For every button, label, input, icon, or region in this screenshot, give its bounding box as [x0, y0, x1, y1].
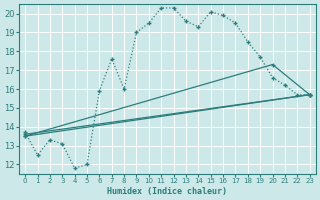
X-axis label: Humidex (Indice chaleur): Humidex (Indice chaleur) — [108, 187, 228, 196]
